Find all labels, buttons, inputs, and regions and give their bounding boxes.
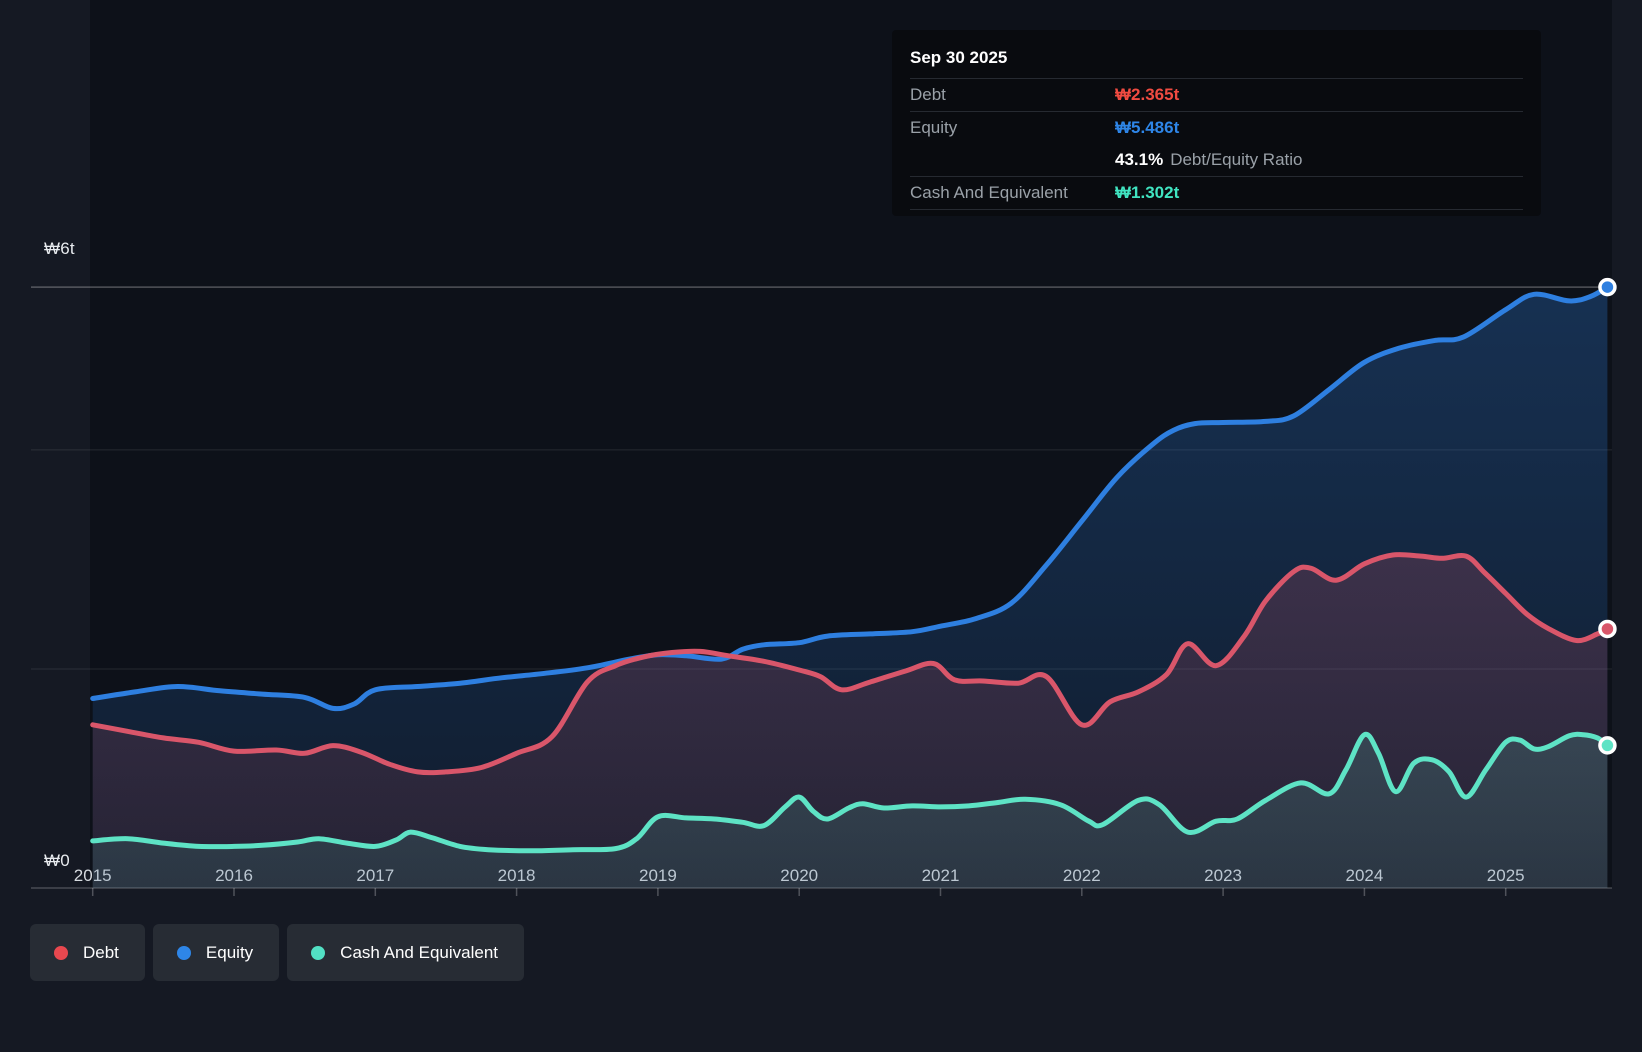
legend-label: Cash And Equivalent xyxy=(340,942,499,962)
tooltip-ratio-label: Debt/Equity Ratio xyxy=(1170,150,1303,169)
legend-dot-icon xyxy=(311,945,326,960)
legend-pill-equity[interactable]: Equity xyxy=(152,924,280,981)
tooltip-row-cash: Cash And Equivalent ₩1.302t xyxy=(910,177,1523,210)
area-fill-debt xyxy=(92,554,1608,888)
tooltip-debt-label: Debt xyxy=(910,85,946,104)
legend-dot-icon xyxy=(176,945,191,960)
hover-marker-equity[interactable] xyxy=(1598,277,1617,297)
hover-marker-cash-and-equivalent[interactable] xyxy=(1598,736,1617,755)
hover-tooltip: Sep 30 2025 Debt ₩2.365t Equity ₩5.486t … xyxy=(892,30,1541,216)
tooltip-row-ratio: 43.1% Debt/Equity Ratio xyxy=(910,144,1523,177)
legend-dot-icon xyxy=(54,945,68,960)
tooltip-ratio-value: 43.1% xyxy=(1115,150,1164,169)
tooltip-row-equity: Equity ₩5.486t xyxy=(910,112,1523,144)
tooltip-equity-value: ₩5.486t xyxy=(1115,118,1180,137)
tooltip-cash-label: Cash And Equivalent xyxy=(910,183,1068,202)
series-line-equity[interactable] xyxy=(90,284,1610,712)
chart-legend: Debt Equity Cash And Equivalent xyxy=(30,924,525,981)
series-line-debt[interactable] xyxy=(90,552,1610,776)
y-axis-label-0: ₩0 xyxy=(44,851,70,870)
tooltip-date: Sep 30 2025 xyxy=(910,42,1523,79)
tooltip-row-debt: Debt ₩2.365t xyxy=(910,79,1523,112)
tooltip-cash-value: ₩1.302t xyxy=(1115,183,1180,202)
tooltip-equity-label: Equity xyxy=(910,118,958,137)
hover-marker-debt[interactable] xyxy=(1598,619,1617,639)
legend-label: Debt xyxy=(83,942,119,962)
legend-label: Equity xyxy=(205,942,254,962)
legend-pill-debt[interactable]: Debt xyxy=(30,924,145,981)
y-axis-label-6t: ₩6t xyxy=(44,239,75,258)
series-line-cash-and-equivalent[interactable] xyxy=(90,731,1610,854)
legend-pill-cash-and-equivalent[interactable]: Cash And Equivalent xyxy=(287,924,525,981)
tooltip-debt-value: ₩2.365t xyxy=(1115,85,1180,104)
